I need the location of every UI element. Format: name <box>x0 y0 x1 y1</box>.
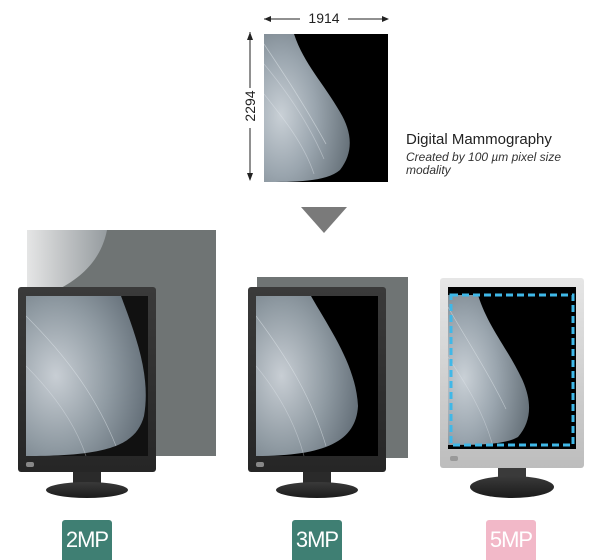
width-label: 1914 <box>308 10 340 26</box>
brand-logo-2mp <box>26 462 34 467</box>
badge-3mp: 3MP <box>292 520 342 560</box>
down-triangle-icon <box>301 207 347 233</box>
cropped-image-top-2mp <box>27 230 107 290</box>
monitor-screen-3mp <box>256 296 378 456</box>
brand-logo-5mp <box>450 456 458 461</box>
monitor-3mp <box>248 287 386 472</box>
brand-logo-3mp <box>256 462 264 467</box>
monitor-2mp <box>18 287 156 472</box>
fit-outline-dashed <box>449 293 575 447</box>
badge-5mp: 5MP <box>486 520 536 560</box>
height-label: 2294 <box>242 90 258 122</box>
badge-2mp: 2MP <box>62 520 112 560</box>
monitor-stand-base-2mp <box>46 482 128 498</box>
monitor-5mp <box>440 278 584 468</box>
badge-label-3mp: 3MP <box>295 527 339 552</box>
monitor-stand-base-5mp <box>470 476 554 498</box>
monitor-screen-2mp <box>26 296 148 456</box>
caption-subtitle: Created by 100 µm pixel size modality <box>406 150 561 177</box>
caption-title: Digital Mammography <box>406 131 552 148</box>
height-dimension-arrow <box>247 32 253 181</box>
source-mammogram-image <box>264 34 388 182</box>
badge-label-5mp: 5MP <box>489 527 533 552</box>
monitor-screen-5mp <box>448 287 576 449</box>
badge-label-2mp: 2MP <box>65 527 109 552</box>
width-dimension-arrow <box>264 16 389 22</box>
monitor-stand-base-3mp <box>276 482 358 498</box>
